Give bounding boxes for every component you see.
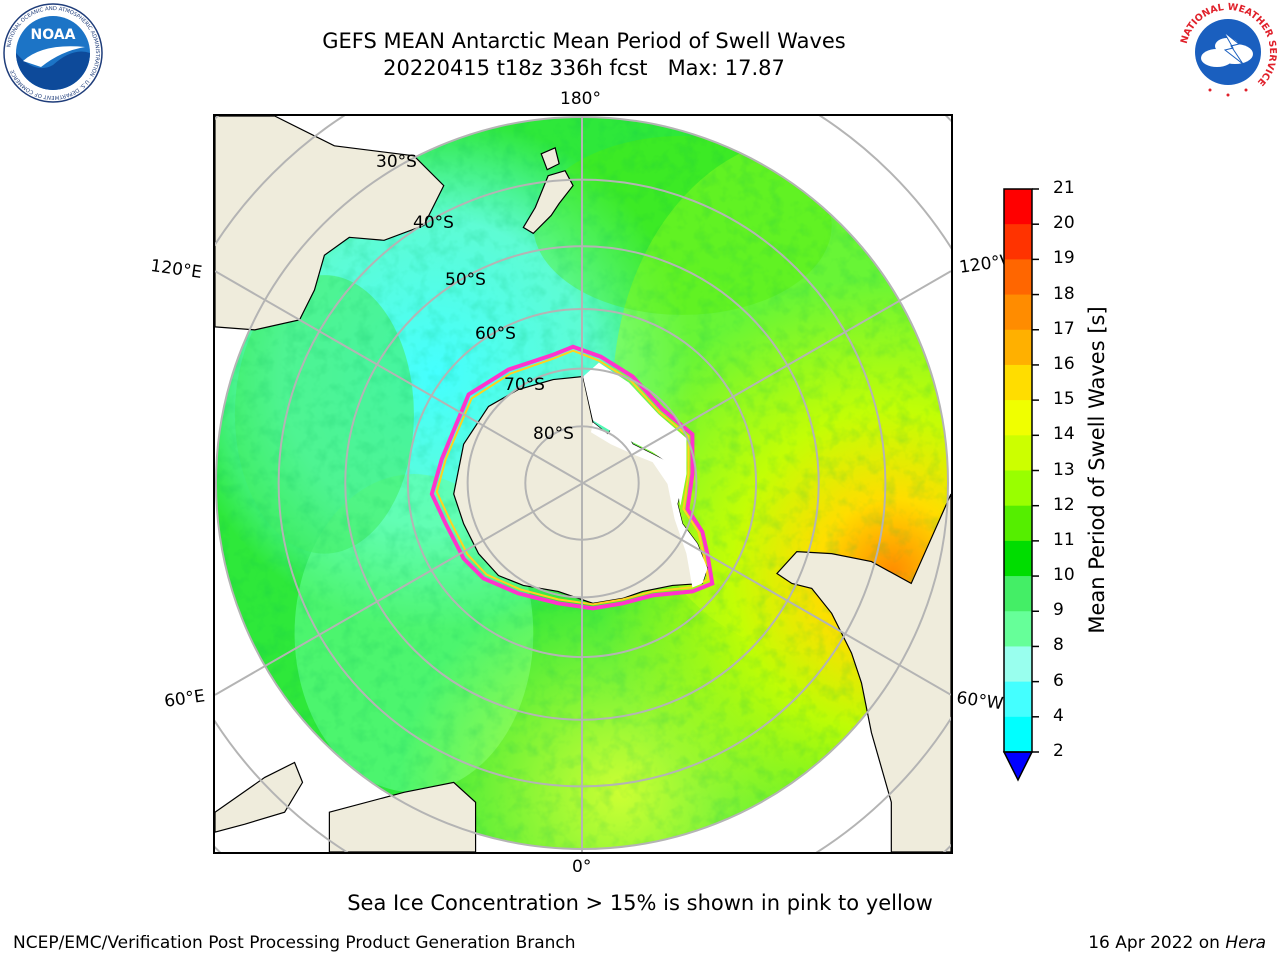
lat-label-30s: 30°S: [376, 152, 417, 172]
colorbar-band: [1004, 540, 1032, 577]
lat-label-70s: 70°S: [504, 375, 545, 395]
colorbar-tick-label: 12: [1053, 494, 1075, 515]
colorbar-ticks: [1032, 188, 1039, 753]
colorbar-tick-label: 8: [1053, 635, 1064, 656]
chart-subtitle: 20220415 t18z 336h fcst Max: 17.87: [383, 56, 785, 80]
colorbar-band: [1004, 224, 1032, 260]
colorbar-band: [1004, 646, 1032, 683]
land-masses: [215, 116, 951, 852]
colorbar-band: [1004, 189, 1032, 225]
colorbar-band: [1004, 576, 1032, 612]
lon-label-60e: 60°E: [163, 686, 207, 712]
colorbar-label: Mean Period of Swell Waves [s]: [1085, 306, 1109, 634]
svg-text:NOAA: NOAA: [31, 27, 76, 43]
colorbar-band: [1004, 435, 1032, 471]
colorbar-band: [1004, 611, 1032, 647]
colorbar-tick-label: 14: [1053, 424, 1075, 445]
lon-label-120e: 120°E: [149, 256, 204, 284]
noaa-logo: NATIONAL OCEANIC AND ATMOSPHERIC ADMINIS…: [3, 3, 103, 103]
colorbar-band: [1004, 329, 1032, 366]
colorbar-tick-label: 16: [1053, 353, 1075, 374]
footer-host: Hera: [1225, 933, 1266, 953]
colorbar-tick-label: 17: [1053, 318, 1075, 339]
colorbar-bands: [1004, 189, 1032, 753]
map-canvas: [215, 116, 951, 852]
lat-label-50s: 50°S: [445, 270, 486, 290]
colorbar-band: [1004, 470, 1032, 507]
footer-date: 16 Apr 2022 on Hera: [1088, 933, 1266, 953]
colorbar-band: [1004, 259, 1032, 296]
sea-ice-note: Sea Ice Concentration > 15% is shown in …: [347, 891, 933, 915]
colorbar-tick-label: 4: [1053, 705, 1064, 726]
lat-label-60s: 60°S: [475, 324, 516, 344]
footer-date-text: 16 Apr 2022 on: [1088, 933, 1226, 953]
colorbar-extend-triangle: [1002, 751, 1034, 782]
colorbar-band: [1004, 364, 1032, 401]
lat-label-80s: 80°S: [533, 424, 574, 444]
graticule: [215, 116, 951, 852]
colorbar-band: [1004, 294, 1032, 331]
colorbar-tick-label: 15: [1053, 389, 1075, 410]
colorbar-tick-label: 11: [1053, 529, 1075, 550]
colorbar-tick-label: 20: [1053, 213, 1075, 234]
colorbar-tick-label: 9: [1053, 600, 1064, 621]
colorbar-tick-label: 18: [1053, 283, 1075, 304]
colorbar-tick-label: 21: [1053, 178, 1075, 198]
colorbar-band: [1004, 681, 1032, 718]
colorbar-tick-label: 10: [1053, 565, 1075, 586]
colorbar-band: [1004, 505, 1032, 542]
lon-label-0: 0°: [572, 857, 592, 877]
footer-credit: NCEP/EMC/Verification Post Processing Pr…: [13, 933, 576, 953]
polar-map: [213, 114, 953, 854]
chart-title: GEFS MEAN Antarctic Mean Period of Swell…: [322, 29, 846, 53]
colorbar-tick-label: 13: [1053, 459, 1075, 480]
lat-label-40s: 40°S: [413, 213, 454, 233]
colorbar: [1002, 188, 1039, 782]
colorbar-band: [1004, 716, 1032, 753]
nws-logo: NATIONAL WEATHER SERVICE: [1179, 2, 1278, 101]
colorbar-tick-label: 19: [1053, 248, 1075, 269]
colorbar-tick-label: 2: [1053, 741, 1064, 761]
colorbar-tick-label: 6: [1053, 670, 1064, 691]
colorbar-band: [1004, 400, 1032, 436]
lon-label-180: 180°: [560, 89, 601, 109]
